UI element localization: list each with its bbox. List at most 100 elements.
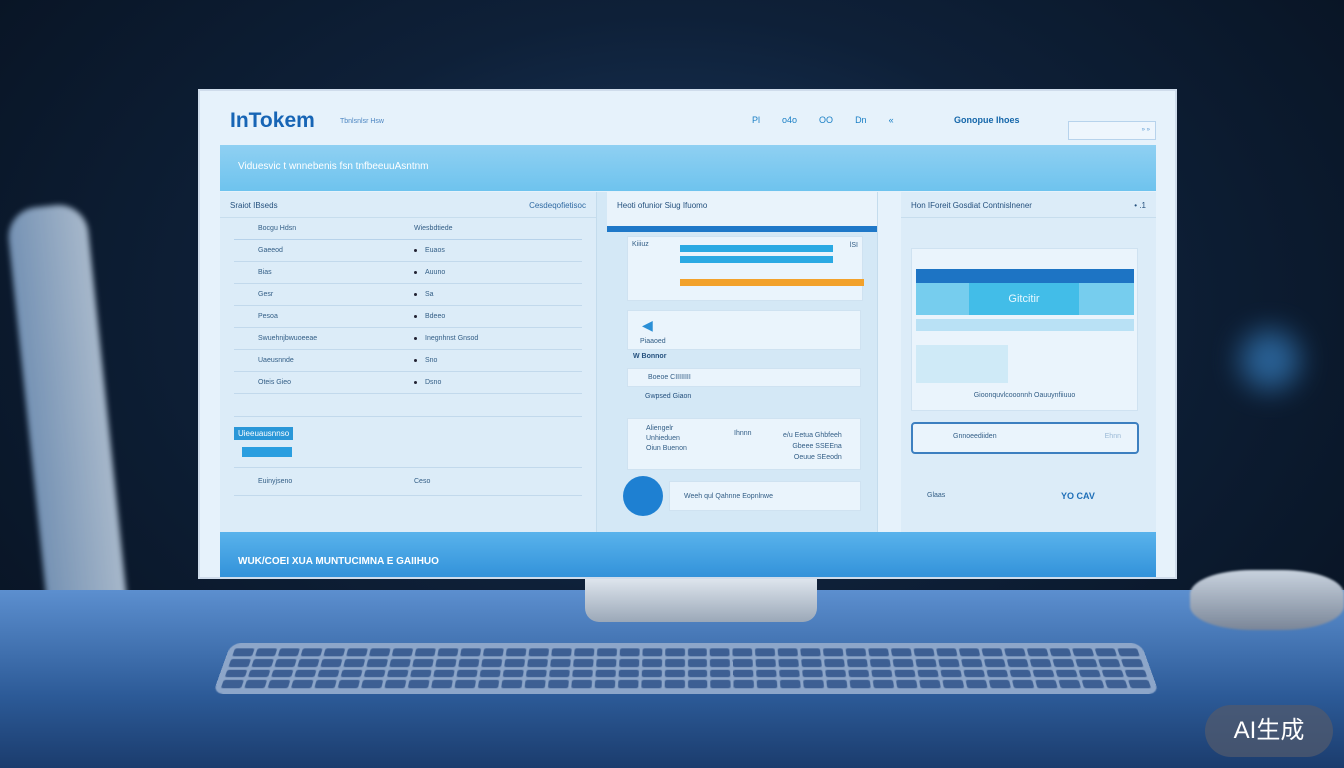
- status-dot: [414, 249, 417, 252]
- keyboard: [212, 643, 1160, 694]
- panel-title: Hon IForeit Gosdiat Contnislnener: [911, 201, 1032, 210]
- table-row[interactable]: Bias Auuno: [234, 262, 582, 284]
- key: [710, 669, 731, 678]
- preview-card: Gitcitir Gioonquvlcooonnh Oauuynfiiuuo: [911, 248, 1138, 411]
- key: [619, 648, 640, 657]
- row-name: Gesr: [258, 291, 274, 298]
- table-row[interactable]: Uaeusnnde Sno: [234, 350, 582, 372]
- key: [1026, 648, 1049, 657]
- key: [368, 648, 391, 657]
- key: [457, 658, 480, 667]
- key: [803, 680, 825, 689]
- row-value: Bdeeo: [414, 313, 445, 320]
- key: [802, 669, 824, 678]
- search-input[interactable]: » »: [1068, 121, 1156, 140]
- key: [849, 680, 872, 689]
- key: [571, 669, 593, 678]
- key: [777, 648, 799, 657]
- key: [1009, 669, 1032, 678]
- table-row[interactable]: Gesr Sa: [234, 284, 582, 306]
- key: [869, 658, 892, 667]
- info-text: Unhieduen: [646, 435, 680, 442]
- key: [570, 680, 592, 689]
- key: [220, 680, 244, 689]
- nav-link[interactable]: Gonopue Ihoes: [954, 115, 1020, 125]
- logo[interactable]: InTokem: [230, 109, 315, 132]
- key: [224, 669, 248, 678]
- key: [459, 648, 481, 657]
- key: [958, 648, 981, 657]
- key: [915, 658, 937, 667]
- key: [847, 658, 869, 667]
- nav-item[interactable]: o4o: [782, 115, 798, 125]
- key: [505, 648, 527, 657]
- key: [640, 680, 662, 689]
- key: [801, 658, 823, 667]
- monitor-stand: [585, 578, 817, 622]
- key: [412, 658, 434, 667]
- field-value: Gnnoeediiden: [953, 433, 997, 440]
- key: [779, 669, 801, 678]
- chart-label: Kiiiuz: [632, 241, 649, 248]
- field-hint: Ehnn: [1104, 433, 1121, 440]
- key: [1058, 680, 1082, 689]
- table-row[interactable]: Oteis Gieo Dsno: [234, 372, 582, 394]
- preview-tile[interactable]: Gitcitir: [969, 283, 1079, 315]
- key: [232, 648, 255, 657]
- row-name: Gaeeod: [258, 247, 283, 254]
- info-text: e/u Eetua Ghbfeeh: [783, 432, 842, 439]
- footer-left: Glaas: [927, 492, 946, 499]
- monitor-screen: InTokem Tbnlsnlsr Hsw Pl o4o OO Dn « Gon…: [198, 89, 1177, 579]
- text-field[interactable]: Gnnoeediiden Ehnn: [911, 422, 1139, 454]
- panel-action[interactable]: Cesdeqofietisoc: [529, 201, 586, 210]
- footer-right[interactable]: YO CAV: [1061, 491, 1095, 501]
- key: [825, 669, 847, 678]
- key: [913, 648, 935, 657]
- nav-item[interactable]: «: [888, 115, 894, 125]
- key: [641, 669, 662, 678]
- table-row[interactable]: Swuehnjbwuoeeae Inegnhnst Gnsod: [234, 328, 582, 350]
- key: [290, 680, 314, 689]
- footer-right[interactable]: Ceso: [414, 478, 431, 485]
- chart-bar: [680, 279, 864, 286]
- nav-item[interactable]: Dn: [855, 115, 867, 125]
- key: [1049, 648, 1072, 657]
- key: [1072, 648, 1095, 657]
- info-text: Gbeee SSEEna: [792, 443, 842, 450]
- key: [340, 669, 363, 678]
- key: [1117, 648, 1140, 657]
- key: [1098, 658, 1121, 667]
- list-label: Gwpsed Giaon: [645, 393, 692, 400]
- key: [247, 669, 271, 678]
- text-input[interactable]: Boeoe CIIIIIIII: [627, 368, 861, 387]
- row-name: Swuehnjbwuoeeae: [258, 335, 318, 342]
- key: [254, 648, 278, 657]
- key: [1081, 680, 1105, 689]
- row-name: Pesoa: [258, 313, 278, 320]
- key: [297, 658, 320, 667]
- info-text: Oiun Buenon: [646, 445, 687, 452]
- panel-title: Heoti ofunior Siug Ifuomo: [617, 201, 708, 210]
- table-row[interactable]: Gaeeod Euaos: [234, 240, 582, 262]
- key: [524, 680, 546, 689]
- nav-item[interactable]: OO: [819, 115, 834, 125]
- info-card: Aliengelr Unhieduen Oiun Buenon Ihnnn e/u …: [627, 418, 861, 470]
- header: InTokem Tbnlsnlsr Hsw Pl o4o OO Dn « Gon…: [200, 91, 1175, 145]
- footer-bar: WUK/COEI XUA MUNTUCIMNA E GAIIHUO: [220, 532, 1156, 577]
- key: [526, 658, 548, 667]
- key: [435, 658, 457, 667]
- key: [664, 669, 685, 678]
- app-icon[interactable]: [623, 476, 663, 516]
- card[interactable]: ◀ Piaaoed: [627, 310, 861, 350]
- key: [687, 658, 708, 667]
- key: [894, 669, 916, 678]
- nav-item[interactable]: Pl: [752, 115, 761, 125]
- table-row[interactable]: Pesoa Bdeeo: [234, 306, 582, 328]
- right-panel: Hon IForeit Gosdiat Contnislnener • .1 Gi…: [901, 192, 1156, 532]
- key: [525, 669, 547, 678]
- key: [1094, 648, 1117, 657]
- bottom-card[interactable]: Weeh qul Qahnne Eopnlnwe: [669, 481, 861, 511]
- key: [274, 658, 297, 667]
- key: [360, 680, 383, 689]
- key: [300, 648, 323, 657]
